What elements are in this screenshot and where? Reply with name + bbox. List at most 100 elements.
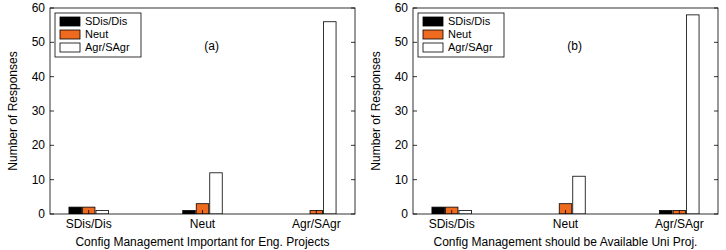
y-tick-label: 30 — [395, 104, 409, 118]
y-tick — [413, 111, 417, 112]
y-tick-right — [351, 8, 355, 9]
y-tick-label: 40 — [395, 70, 409, 84]
y-tick-label: 60 — [395, 1, 409, 15]
bar — [660, 211, 673, 214]
y-tick-right — [714, 145, 718, 146]
bar — [559, 204, 572, 214]
y-tick-right — [714, 111, 718, 112]
y-tick — [50, 111, 54, 112]
x-tick — [679, 210, 680, 214]
legend-box — [418, 13, 504, 57]
frame — [413, 8, 718, 214]
y-tick-right — [714, 179, 718, 180]
y-tick — [50, 145, 54, 146]
legend-swatch — [60, 43, 80, 52]
x-tick — [202, 210, 203, 214]
legend-label: Agr/SAgr — [85, 41, 130, 53]
legend-swatch — [423, 30, 443, 39]
bar — [324, 22, 337, 214]
x-axis-label: Config Management Important for Eng. Pro… — [75, 235, 329, 249]
y-tick-label: 50 — [395, 35, 409, 49]
bar — [69, 207, 82, 214]
y-tick — [50, 214, 54, 215]
y-tick — [413, 145, 417, 146]
legend-box — [55, 13, 141, 57]
bar — [96, 211, 109, 214]
bars — [432, 15, 699, 214]
y-tick — [413, 179, 417, 180]
plot-area — [413, 8, 718, 214]
legend-swatch — [423, 43, 443, 52]
y-tick — [50, 42, 54, 43]
legend-swatch — [60, 30, 80, 39]
bar — [573, 176, 586, 214]
x-tick-label: Neut — [190, 217, 216, 231]
x-tick — [316, 210, 317, 214]
x-tick — [565, 210, 566, 214]
y-tick — [413, 42, 417, 43]
legend: SDis/DisNeutAgr/SAgr — [55, 13, 141, 57]
x-tick-label: SDis/Dis — [429, 217, 475, 231]
bar — [82, 207, 95, 214]
y-tick — [413, 76, 417, 77]
y-tick-right — [351, 145, 355, 146]
y-axis-label: Number of Responses — [6, 51, 20, 170]
y-tick-right — [351, 111, 355, 112]
bars — [69, 22, 336, 214]
bar — [183, 211, 196, 214]
y-tick-label: 20 — [395, 138, 409, 152]
y-tick-right — [714, 76, 718, 77]
legend-swatch — [423, 17, 443, 26]
y-tick-label: 10 — [395, 173, 409, 187]
y-tick-right — [714, 42, 718, 43]
y-tick-label: 40 — [32, 70, 46, 84]
plot-area — [50, 8, 355, 214]
x-tick-label: Neut — [553, 217, 579, 231]
bar — [196, 204, 209, 214]
bar — [445, 207, 458, 214]
y-tick-right — [351, 179, 355, 180]
y-tick — [413, 214, 417, 215]
y-tick-label: 50 — [32, 35, 46, 49]
legend-swatch — [60, 17, 80, 26]
bar — [210, 173, 223, 214]
legend-label: Neut — [448, 28, 471, 40]
y-tick-label: 10 — [32, 173, 46, 187]
x-tick-label: SDis/Dis — [66, 217, 112, 231]
chart: 0102030405060SDis/DisNeutAgr/SAgrConfig … — [6, 1, 355, 249]
figure: 0102030405060SDis/DisNeutAgr/SAgrConfig … — [0, 0, 726, 250]
y-tick-right — [351, 42, 355, 43]
x-tick — [88, 210, 89, 214]
x-tick-label: Agr/SAgr — [655, 217, 704, 231]
y-tick — [50, 76, 54, 77]
y-tick-right — [351, 214, 355, 215]
x-tick-label: Agr/SAgr — [292, 217, 341, 231]
y-tick-right — [714, 214, 718, 215]
y-tick — [413, 8, 417, 9]
legend-label: Agr/SAgr — [448, 41, 493, 53]
bar — [310, 211, 323, 214]
y-tick — [50, 179, 54, 180]
bar — [432, 207, 445, 214]
legend-label: SDis/Dis — [85, 15, 128, 27]
x-axis-label: Config Management should be Available Un… — [434, 235, 698, 249]
bar — [687, 15, 700, 214]
legend-label: Neut — [85, 28, 108, 40]
bar — [673, 211, 686, 214]
legend-label: SDis/Dis — [448, 15, 491, 27]
y-tick-label: 30 — [32, 104, 46, 118]
y-tick — [50, 8, 54, 9]
y-tick-label: 20 — [32, 138, 46, 152]
y-tick-label: 0 — [401, 207, 408, 221]
annotation: (a) — [204, 39, 219, 53]
y-axis-label: Number of Responses — [369, 51, 383, 170]
bar — [459, 211, 472, 214]
frame — [50, 8, 355, 214]
y-tick-right — [351, 76, 355, 77]
legend: SDis/DisNeutAgr/SAgr — [418, 13, 504, 57]
y-tick-label: 0 — [38, 207, 45, 221]
y-tick-label: 60 — [32, 1, 46, 15]
annotation: (b) — [567, 39, 582, 53]
chart: 0102030405060SDis/DisNeutAgr/SAgrConfig … — [369, 1, 718, 249]
y-tick-right — [714, 8, 718, 9]
